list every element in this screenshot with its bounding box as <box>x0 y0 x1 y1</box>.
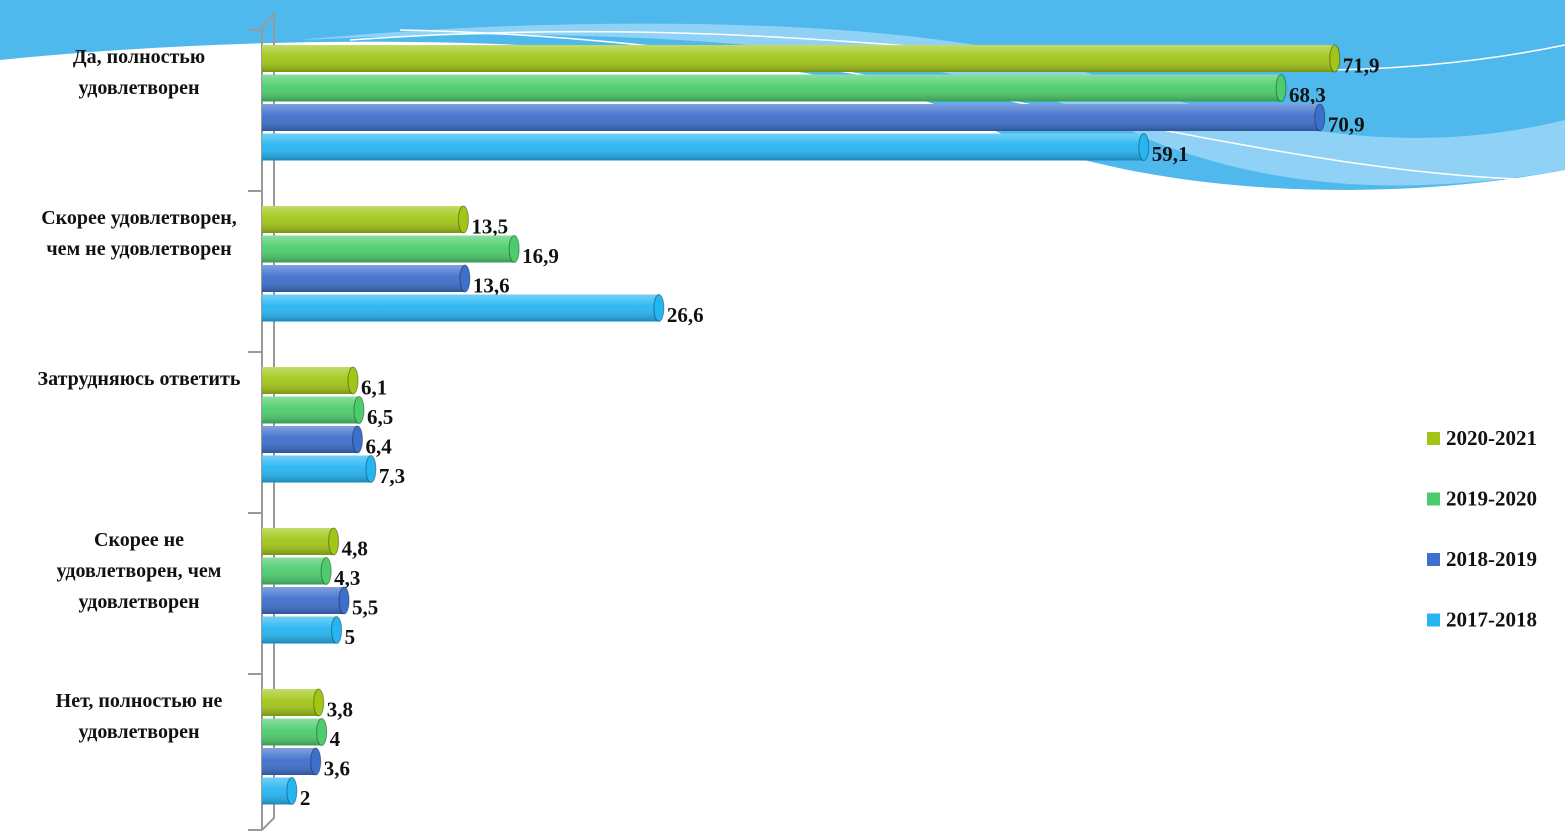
value-label: 71,9 <box>1343 54 1380 78</box>
value-label: 6,5 <box>367 405 393 429</box>
value-label: 68,3 <box>1289 83 1326 107</box>
value-label: 16,9 <box>522 244 559 268</box>
bar-cap <box>457 205 469 234</box>
bar-cap <box>1138 133 1150 161</box>
value-label: 7,3 <box>379 464 405 488</box>
bar-cap <box>338 586 350 615</box>
value-label: 4,3 <box>334 566 360 590</box>
bar-gloss <box>262 426 358 453</box>
bar-cap <box>1329 44 1341 73</box>
bar-gloss <box>262 206 464 233</box>
bar-gloss <box>262 294 659 322</box>
bar-gloss <box>262 74 1282 102</box>
bar-cap <box>331 616 343 644</box>
bar-cap <box>1275 74 1287 102</box>
bar-cap <box>328 527 340 556</box>
value-label: 6,4 <box>365 435 392 459</box>
legend-swatch <box>1427 553 1440 566</box>
bar-gloss <box>262 748 316 775</box>
value-label: 5,5 <box>352 596 378 620</box>
value-label: 6,1 <box>361 376 387 400</box>
legend-label: 2020-2021 <box>1446 426 1537 450</box>
value-label: 59,1 <box>1152 142 1189 166</box>
bar-cap <box>508 235 520 263</box>
bar-gloss <box>262 455 371 483</box>
value-label: 3,6 <box>324 757 350 781</box>
category-label: Да, полностью удовлетворен <box>72 46 206 99</box>
bar-cap <box>313 688 325 717</box>
legend-swatch <box>1427 613 1440 627</box>
bar-cap <box>353 396 365 424</box>
bar-gloss <box>262 689 319 716</box>
legend-label: 2019-2020 <box>1446 487 1537 511</box>
bar-cap <box>459 264 471 293</box>
value-label: 70,9 <box>1328 113 1365 137</box>
bar-gloss <box>262 265 465 292</box>
bar-gloss <box>262 133 1144 161</box>
category-label: Затрудняюсь ответить <box>37 368 241 390</box>
bar-gloss <box>262 396 359 424</box>
bar-gloss <box>262 528 334 555</box>
bar-gloss <box>262 235 515 263</box>
bar-gloss <box>262 587 345 614</box>
bar-gloss <box>262 45 1335 72</box>
legend-swatch <box>1427 492 1440 506</box>
value-label: 26,6 <box>667 303 704 327</box>
bar-gloss <box>262 616 337 644</box>
bar-cap <box>347 366 359 395</box>
bar-cap <box>286 777 298 805</box>
bar-gloss <box>262 718 322 746</box>
category-label: Скорее удовлетворен, чем не удовлетворен <box>41 207 237 260</box>
value-label: 2 <box>300 786 311 810</box>
bar-cap <box>351 425 363 454</box>
bar-gloss <box>262 367 354 394</box>
bar-cap <box>316 718 328 746</box>
legend-swatch <box>1427 432 1440 445</box>
bar-cap <box>310 747 322 776</box>
value-label: 13,6 <box>473 274 510 298</box>
category-label: Нет, полностью не удовлетворен <box>55 690 223 743</box>
legend-label: 2018-2019 <box>1446 547 1537 571</box>
value-label: 13,5 <box>471 215 508 239</box>
bar-cap <box>365 455 377 483</box>
category-label: Скорее не удовлетворен, чем удовлетворен <box>56 529 222 613</box>
value-label: 5 <box>345 625 356 649</box>
value-label: 4 <box>330 727 341 751</box>
value-label: 3,8 <box>327 698 353 722</box>
value-label: 4,8 <box>342 537 368 561</box>
bar-cap <box>1314 103 1326 132</box>
bar-cap <box>653 294 665 322</box>
bar-gloss <box>262 104 1320 131</box>
bar-gloss <box>262 557 327 585</box>
legend-label: 2017-2018 <box>1446 608 1537 632</box>
bar-cap <box>320 557 332 585</box>
